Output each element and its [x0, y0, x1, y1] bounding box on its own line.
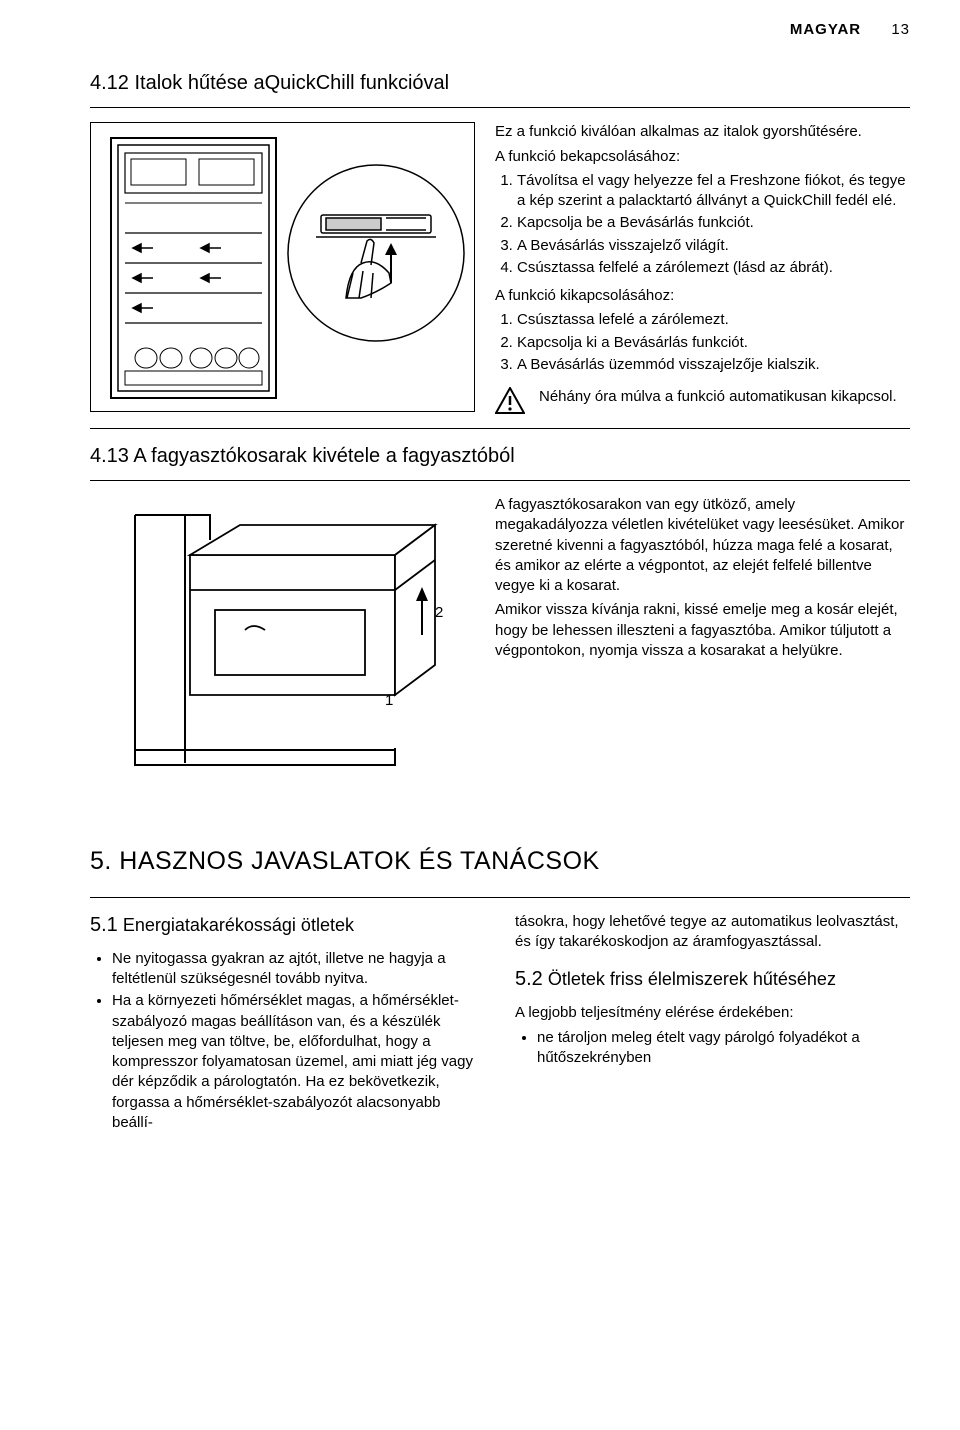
- header-lang: MAGYAR: [790, 21, 861, 38]
- on-label: A funkció bekapcsolásához:: [495, 147, 910, 167]
- s51-continuation: tásokra, hogy lehetővé tegye az automati…: [515, 912, 910, 953]
- intro-text: Ez a funkció kiválóan alkalmas az italok…: [495, 122, 910, 142]
- heading-number: 5.1: [90, 914, 118, 936]
- list-item: A Bevásárlás üzemmód visszajelzője kial­…: [517, 355, 910, 375]
- rule: [90, 480, 910, 481]
- figure-quickchill: [90, 122, 475, 412]
- s51-bullets: Ne nyitogassa gyakran az ajtót, illetve …: [90, 949, 485, 1133]
- section-4-13-heading: 4.13 A fagyasztókosarak kivétele a fagya…: [90, 443, 910, 470]
- page-header: MAGYAR 13: [90, 20, 910, 40]
- list-item: Csúsztassa lefelé a zárólemezt.: [517, 310, 910, 330]
- rule: [90, 107, 910, 108]
- heading-text: Ötletek friss élelmiszerek hűtéséhez: [548, 969, 836, 989]
- off-label: A funkció kikapcsolásához:: [495, 286, 910, 306]
- rule: [90, 428, 910, 429]
- list-item: Ne nyitogassa gyakran az ajtót, illetve …: [112, 949, 485, 990]
- s52-lead: A legjobb teljesítmény elérése érdekében…: [515, 1003, 910, 1023]
- chapter-5-heading: 5. HASZNOS JAVASLATOK ÉS TANÁCSOK: [90, 845, 910, 879]
- section-5-2-heading: 5.2 Ötletek friss élelmiszerek hűtéséhez: [515, 966, 910, 993]
- section-4-12-body: Ez a funkció kiválóan alkalmas az italok…: [90, 122, 910, 414]
- section-4-13-body: 1 2 A fagyasztókosarakon van egy ütköző,…: [90, 495, 910, 785]
- section-4-12-heading: 4.12 Italok hűtése aQuickChill funkcióva…: [90, 70, 910, 97]
- header-page-number: 13: [891, 21, 910, 38]
- on-steps: Távolítsa el vagy helyezze fel a Freshzo…: [495, 171, 910, 278]
- list-item: ne tároljon meleg ételt vagy párolgó fol…: [537, 1028, 910, 1069]
- section-5-1-heading: 5.1 Energiatakarékossági ötletek: [90, 912, 485, 939]
- caution-text: Néhány óra múlva a funkció automati­kusa…: [539, 387, 910, 414]
- list-item: Ha a környezeti hőmérséklet magas, a hőm…: [112, 991, 485, 1133]
- list-item: A Bevásárlás visszajelző világít.: [517, 236, 910, 256]
- basket-body-1: A fagyasztókosarakon van egy ütköző, ame…: [495, 495, 910, 596]
- chapter-5-columns: 5.1 Energiatakarékossági ötletek Ne nyit…: [90, 912, 910, 1135]
- basket-body-2: Amikor vissza kívánja rakni, kissé emelj…: [495, 600, 910, 661]
- figure-label-2: 2: [435, 603, 443, 623]
- caution-block: Néhány óra múlva a funkció automati­kusa…: [495, 387, 910, 414]
- rule: [90, 897, 910, 898]
- list-item: Csúsztassa felfelé a zárólemezt (lásd az…: [517, 258, 910, 278]
- list-item: Távolítsa el vagy helyezze fel a Freshzo…: [517, 171, 910, 212]
- s52-bullets: ne tároljon meleg ételt vagy párolgó fol…: [515, 1028, 910, 1069]
- warning-triangle-icon: [495, 387, 525, 414]
- figure-label-1: 1: [385, 691, 393, 711]
- list-item: Kapcsolja be a Bevásárlás funkciót.: [517, 213, 910, 233]
- heading-text: Energiatakarékossági ötletek: [123, 915, 354, 935]
- fridge-illustration: [91, 123, 476, 413]
- heading-number: 5.2: [515, 968, 543, 990]
- off-steps: Csúsztassa lefelé a zárólemezt. Kapcsolj…: [495, 310, 910, 375]
- basket-illustration: [90, 495, 475, 785]
- figure-freezer-basket: 1 2: [90, 495, 475, 785]
- list-item: Kapcsolja ki a Bevásárlás funkciót.: [517, 333, 910, 353]
